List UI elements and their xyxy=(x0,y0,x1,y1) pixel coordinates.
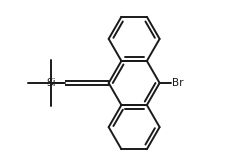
Text: Br: Br xyxy=(172,78,183,88)
Text: Si: Si xyxy=(47,78,56,88)
